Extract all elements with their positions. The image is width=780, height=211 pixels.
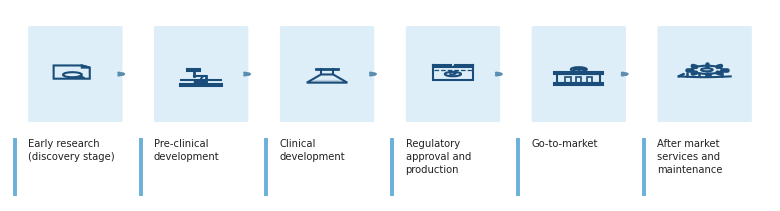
FancyBboxPatch shape xyxy=(28,26,122,122)
Bar xyxy=(587,77,592,83)
Polygon shape xyxy=(308,80,346,82)
Bar xyxy=(187,69,200,71)
FancyBboxPatch shape xyxy=(406,26,500,122)
FancyBboxPatch shape xyxy=(280,26,374,122)
Text: Regulatory
approval and
production: Regulatory approval and production xyxy=(406,139,471,175)
Bar xyxy=(566,77,570,83)
Bar xyxy=(557,74,601,83)
Bar xyxy=(555,83,604,85)
FancyBboxPatch shape xyxy=(532,26,626,122)
Bar xyxy=(180,84,222,86)
Bar xyxy=(576,77,581,83)
Text: Clinical
development: Clinical development xyxy=(280,139,346,162)
FancyBboxPatch shape xyxy=(154,26,248,122)
Bar xyxy=(433,68,473,80)
Text: After market
services and
maintenance: After market services and maintenance xyxy=(658,139,723,175)
Text: Pre-clinical
development: Pre-clinical development xyxy=(154,139,219,162)
Text: Go-to-market: Go-to-market xyxy=(531,139,597,149)
Text: Early research
(discovery stage): Early research (discovery stage) xyxy=(28,139,115,162)
FancyBboxPatch shape xyxy=(658,26,752,122)
